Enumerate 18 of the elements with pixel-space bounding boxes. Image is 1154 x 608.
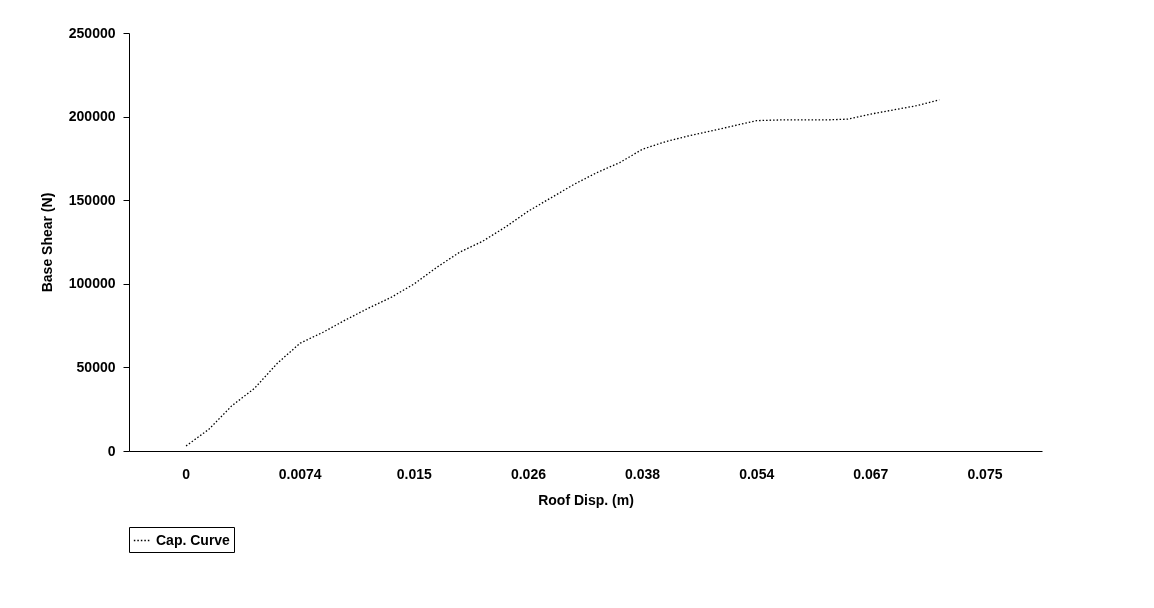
y-axis-title: Base Shear (N) — [38, 192, 55, 293]
x-tick-label: 0 — [182, 465, 191, 482]
line-series — [185, 99, 940, 447]
legend-label: Cap. Curve — [156, 531, 231, 548]
y-tick-label: 250000 — [68, 24, 116, 41]
y-tick-label: 200000 — [68, 108, 116, 125]
x-tick-label: 0.015 — [396, 465, 433, 482]
x-axis-title: Roof Disp. (m) — [538, 491, 634, 508]
x-tick-label: 0.0074 — [278, 465, 322, 482]
y-tick-label: 150000 — [68, 191, 116, 208]
y-tick-label: 100000 — [68, 275, 116, 292]
y-tick-label: 0 — [107, 442, 116, 459]
x-tick-label: 0.026 — [510, 465, 547, 482]
x-tick-label: 0.038 — [625, 465, 661, 482]
x-tick-label: 0.075 — [967, 465, 1003, 482]
x-tick-label: 0.067 — [853, 465, 889, 482]
x-tick-label: 0.054 — [739, 465, 775, 482]
y-tick-label: 50000 — [76, 358, 116, 375]
